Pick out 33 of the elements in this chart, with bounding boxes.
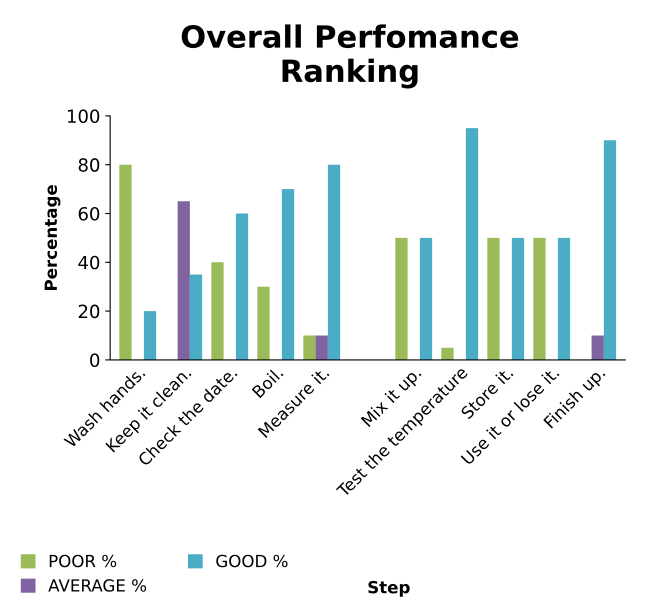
- y-axis-title: Percentage: [44, 185, 60, 290]
- bar: [316, 336, 328, 360]
- bar: [487, 238, 500, 360]
- bar: [119, 164, 132, 360]
- bar: [466, 128, 478, 360]
- bar: [236, 214, 248, 360]
- bar: [144, 311, 156, 360]
- legend-label: GOOD %: [216, 554, 288, 568]
- bar: [592, 336, 604, 360]
- y-tick-label: 0: [90, 353, 100, 368]
- chart-title: Overall Perfomance Ranking: [182, 24, 518, 88]
- x-axis-title: Step: [368, 580, 410, 597]
- bar: [178, 201, 190, 360]
- y-tick-label: 60: [78, 206, 100, 221]
- legend-label: POOR %: [50, 554, 116, 568]
- bar: [558, 238, 570, 360]
- bar: [190, 274, 202, 360]
- bar: [604, 140, 616, 360]
- bar: [257, 286, 270, 360]
- bar: [282, 189, 294, 360]
- y-tick-label: 80: [78, 158, 100, 172]
- bar: [533, 238, 546, 360]
- y-tick-label: 40: [78, 256, 100, 270]
- bar: [441, 348, 454, 360]
- bar: [211, 262, 224, 360]
- bar: [328, 164, 340, 360]
- y-tick-label: 20: [78, 304, 100, 318]
- legend-label: AVERAGE %: [48, 579, 146, 592]
- bar: [512, 238, 524, 360]
- bar: [303, 336, 316, 360]
- bar: [420, 238, 432, 360]
- y-tick-label: 100: [68, 109, 100, 124]
- bar: [395, 238, 408, 360]
